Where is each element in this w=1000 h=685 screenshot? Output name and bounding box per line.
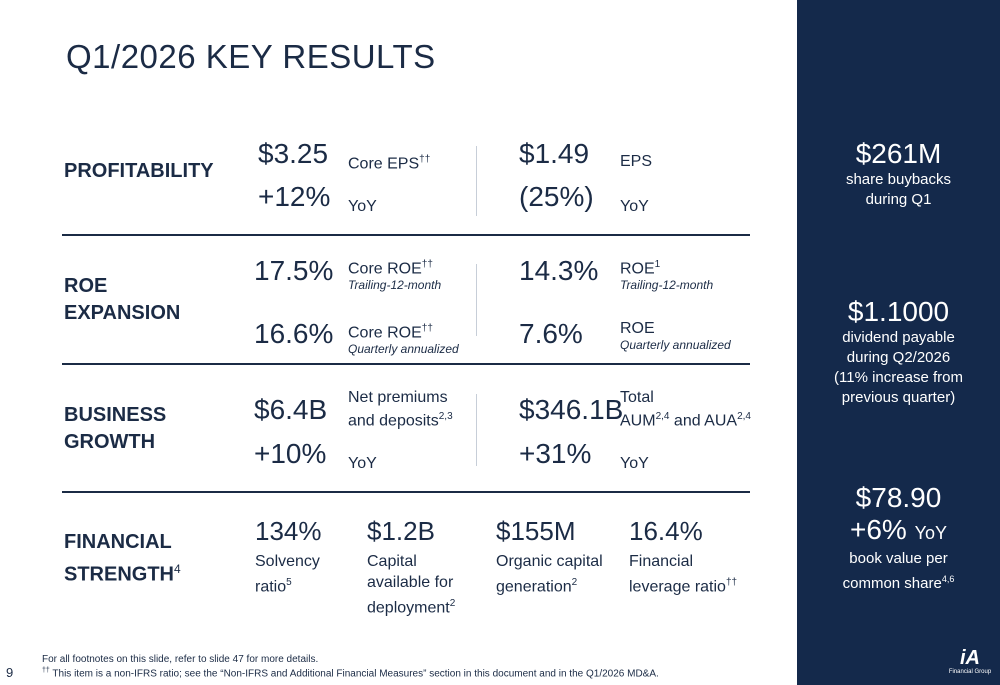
roe-ttm-label: ROE1 Trailing-12-month bbox=[620, 259, 714, 293]
section-divider bbox=[62, 234, 750, 236]
core-eps-label: Core EPS†† bbox=[348, 154, 431, 173]
roe-quarterly-label: ROE Quarterly annualized bbox=[620, 320, 731, 352]
net-premiums-yoy-value: +10% bbox=[254, 438, 327, 469]
core-eps-yoy-value: +12% bbox=[258, 181, 331, 212]
section-divider bbox=[62, 491, 750, 493]
footnote-general: For all footnotes on this slide, refer t… bbox=[42, 654, 319, 665]
footnote-non-ifrs: †† This item is a non-IFRS ratio; see th… bbox=[42, 667, 659, 680]
section-label-growth: BUSINESS GROWTH bbox=[64, 404, 167, 453]
eps-yoy-label: YoY bbox=[620, 198, 649, 215]
capital-value: $1.2B bbox=[367, 516, 435, 546]
solvency-value: 134% bbox=[255, 516, 322, 546]
aum-label: Total AUM2,4 and AUA2,4 bbox=[620, 389, 751, 430]
page-title: Q1/2026 KEY RESULTS bbox=[66, 38, 436, 75]
eps-value: $1.49 bbox=[519, 138, 590, 169]
core-roe-quarterly-label: Core ROE†† Quarterly annualized bbox=[348, 323, 459, 357]
net-premiums-label: Net premiums and deposits2,3 bbox=[348, 389, 453, 430]
section-label-roe: ROE EXPANSION bbox=[64, 275, 181, 324]
dividend-text: dividend payable during Q2/2026 (11% incre… bbox=[834, 329, 963, 406]
buybacks-value: $261M bbox=[855, 138, 942, 169]
core-roe-quarterly-value: 16.6% bbox=[254, 318, 334, 349]
section-divider bbox=[62, 363, 750, 365]
section-label-strength: FINANCIAL STRENGTH4 bbox=[64, 531, 181, 586]
column-divider bbox=[476, 394, 477, 466]
column-divider bbox=[476, 264, 477, 336]
highlights-sidebar: $261M share buybacks during Q1 $1.1000 di… bbox=[797, 0, 1000, 685]
core-eps-yoy-label: YoY bbox=[348, 198, 377, 215]
dividend-value: $1.1000 bbox=[847, 296, 950, 327]
aum-value: $346.1B bbox=[519, 394, 624, 425]
solvency-label: Solvency ratio5 bbox=[255, 553, 320, 596]
dividend-block: $1.1000 dividend payable during Q2/2026 (1… bbox=[797, 296, 1000, 408]
logo-mark: iA bbox=[960, 647, 980, 669]
aum-yoy-value: +31% bbox=[519, 438, 592, 469]
logo-text: Financial Group bbox=[948, 669, 992, 675]
organic-capital-label: Organic capital generation2 bbox=[496, 553, 603, 596]
core-eps-value: $3.25 bbox=[258, 138, 329, 169]
core-roe-ttm-label: Core ROE†† Trailing-12-month bbox=[348, 259, 442, 293]
core-roe-ttm-value: 17.5% bbox=[254, 255, 334, 286]
book-value-yoy: +6% YoY bbox=[850, 514, 947, 545]
book-value: $78.90 bbox=[855, 482, 942, 513]
buybacks-text: share buybacks during Q1 bbox=[845, 171, 952, 208]
leverage-value: 16.4% bbox=[629, 516, 703, 546]
section-label-profitability: PROFITABILITY bbox=[64, 160, 214, 182]
organic-capital-value: $155M bbox=[496, 516, 576, 546]
book-value-block: $78.90 +6% YoY book value per common shar… bbox=[797, 482, 1000, 594]
aum-yoy-label: YoY bbox=[620, 455, 649, 472]
page-number: 9 bbox=[6, 665, 14, 680]
eps-yoy-value: (25%) bbox=[519, 181, 594, 212]
eps-label: EPS bbox=[620, 153, 653, 170]
book-value-text: book value per common share4,6 bbox=[842, 550, 955, 592]
roe-quarterly-value: 7.6% bbox=[519, 318, 583, 349]
net-premiums-value: $6.4B bbox=[254, 394, 328, 425]
capital-label: Capital available for deployment2 bbox=[367, 553, 456, 617]
roe-ttm-value: 14.3% bbox=[519, 255, 599, 286]
net-premiums-yoy-label: YoY bbox=[348, 455, 377, 472]
ia-financial-group-logo: iA Financial Group bbox=[948, 648, 992, 676]
column-divider bbox=[476, 146, 477, 216]
buybacks-block: $261M share buybacks during Q1 bbox=[797, 138, 1000, 210]
leverage-label: Financial leverage ratio†† bbox=[629, 553, 738, 596]
